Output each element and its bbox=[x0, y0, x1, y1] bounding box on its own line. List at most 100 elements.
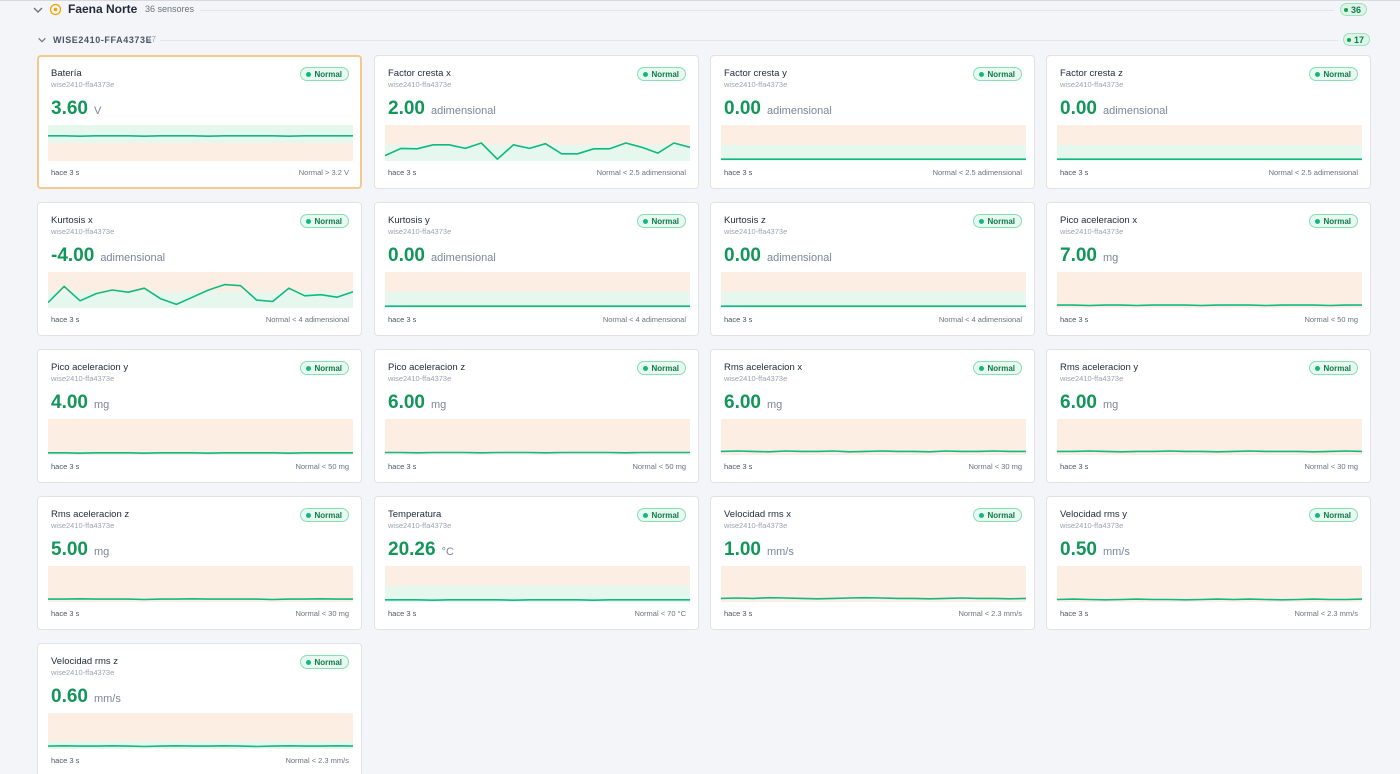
last-update-time: hace 3 s bbox=[1060, 315, 1089, 324]
chevron-down-icon[interactable] bbox=[32, 4, 44, 16]
sensor-card[interactable]: Factor cresta y wise2410-ffa4373e Normal 0.… bbox=[710, 55, 1035, 189]
site-group-header[interactable]: Faena Norte 36 sensores 36 bbox=[0, 1, 1400, 19]
sensor-card[interactable]: Kurtosis x wise2410-ffa4373e Normal -4.00 ad… bbox=[37, 202, 362, 336]
sensor-card[interactable]: Rms aceleracion x wise2410-ffa4373e Normal… bbox=[710, 349, 1035, 483]
sensor-device-id: wise2410-ffa4373e bbox=[388, 521, 452, 530]
sensor-unit: mg bbox=[1102, 252, 1119, 264]
sensor-reading: 6.00 mg bbox=[1060, 392, 1118, 414]
trend-line bbox=[48, 283, 353, 306]
status-dot-icon bbox=[1315, 218, 1321, 224]
status-label: Normal bbox=[651, 510, 679, 520]
sensor-value: 0.00 bbox=[1060, 98, 1097, 119]
last-update-time: hace 3 s bbox=[51, 756, 80, 765]
threshold-label: Normal < 70 °C bbox=[634, 609, 686, 618]
status-badge: Normal bbox=[637, 67, 686, 81]
last-update-time: hace 3 s bbox=[724, 315, 753, 324]
sensor-unit: mg bbox=[766, 399, 783, 411]
trend-sparkline bbox=[721, 566, 1026, 602]
sensor-card[interactable]: Kurtosis z wise2410-ffa4373e Normal 0.00 adi… bbox=[710, 202, 1035, 336]
sensor-value: 0.50 bbox=[1060, 539, 1097, 560]
sensor-card[interactable]: Velocidad rms z wise2410-ffa4373e Normal 0.… bbox=[37, 643, 362, 774]
status-badge: Normal bbox=[637, 214, 686, 228]
sensor-name: Pico aceleracion y bbox=[51, 362, 129, 373]
trend-line bbox=[385, 142, 690, 161]
sensor-card[interactable]: Factor cresta x wise2410-ffa4373e Normal 2.… bbox=[374, 55, 699, 189]
threshold-label: Normal < 2.3 mm/s bbox=[958, 609, 1022, 618]
sensor-device-id: wise2410-ffa4373e bbox=[388, 374, 452, 383]
sensor-card[interactable]: Pico aceleracion x wise2410-ffa4373e Norma… bbox=[1046, 202, 1371, 336]
trend-sparkline bbox=[48, 125, 353, 161]
sensor-device-id: wise2410-ffa4373e bbox=[1060, 374, 1124, 383]
sensor-reading: 3.60 V bbox=[51, 98, 101, 120]
status-dot-icon bbox=[979, 71, 985, 77]
sensor-value: 0.60 bbox=[51, 686, 88, 707]
sensor-name: Kurtosis z bbox=[724, 215, 766, 226]
sensor-reading: 0.50 mm/s bbox=[1060, 539, 1130, 561]
status-label: Normal bbox=[987, 69, 1015, 79]
status-dot-icon bbox=[1315, 512, 1321, 518]
sensor-unit: °C bbox=[441, 546, 454, 558]
status-badge: Normal bbox=[973, 361, 1022, 375]
trend-line bbox=[721, 450, 1026, 453]
warning-range-band bbox=[385, 419, 690, 455]
status-label: Normal bbox=[651, 69, 679, 79]
sensor-card[interactable]: Pico aceleracion z wise2410-ffa4373e Norma… bbox=[374, 349, 699, 483]
sensor-name: Velocidad rms z bbox=[51, 656, 119, 667]
status-badge: Normal bbox=[1309, 508, 1358, 522]
sensor-card[interactable]: Kurtosis y wise2410-ffa4373e Normal 0.00 adi… bbox=[374, 202, 699, 336]
sensor-card[interactable]: Rms aceleracion y wise2410-ffa4373e Normal… bbox=[1046, 349, 1371, 483]
sensor-name: Factor cresta z bbox=[1060, 68, 1123, 79]
last-update-time: hace 3 s bbox=[388, 315, 417, 324]
status-badge: Normal bbox=[1309, 214, 1358, 228]
sensor-value: 6.00 bbox=[388, 392, 425, 413]
sensor-card[interactable]: Temperatura wise2410-ffa4373e Normal 20.26 °… bbox=[374, 496, 699, 630]
threshold-label: Normal < 2.5 adimensional bbox=[932, 168, 1022, 177]
sensor-name: Velocidad rms x bbox=[724, 509, 792, 520]
status-dot-icon bbox=[306, 659, 312, 665]
status-badge: Normal bbox=[1309, 67, 1358, 81]
status-label: Normal bbox=[1323, 69, 1351, 79]
sensor-card[interactable]: Rms aceleracion z wise2410-ffa4373e Normal… bbox=[37, 496, 362, 630]
status-badge: Normal bbox=[973, 67, 1022, 81]
sensor-card[interactable]: Velocidad rms y wise2410-ffa4373e Normal 0.… bbox=[1046, 496, 1371, 630]
chevron-down-icon[interactable] bbox=[37, 35, 47, 45]
trend-sparkline bbox=[1057, 125, 1362, 161]
warning-range-band bbox=[1057, 566, 1362, 602]
top-divider bbox=[0, 0, 1400, 1]
sensor-unit: adimensional bbox=[100, 252, 166, 264]
last-update-time: hace 3 s bbox=[1060, 168, 1089, 177]
sensor-reading: 0.00 adimensional bbox=[724, 98, 832, 120]
status-label: Normal bbox=[987, 216, 1015, 226]
sensor-reading: 7.00 mg bbox=[1060, 245, 1118, 267]
sensor-device-id: wise2410-ffa4373e bbox=[724, 374, 788, 383]
status-badge: Normal bbox=[300, 214, 349, 228]
trend-sparkline bbox=[385, 566, 690, 602]
warning-range-band bbox=[721, 566, 1026, 602]
sensor-unit: adimensional bbox=[430, 252, 496, 264]
sensor-value: 6.00 bbox=[1060, 392, 1097, 413]
sensor-unit: adimensional bbox=[430, 105, 496, 117]
last-update-time: hace 3 s bbox=[51, 462, 80, 471]
device-group-header[interactable]: WISE2410-FFA4373E 17 17 bbox=[0, 32, 1400, 48]
trend-sparkline bbox=[48, 566, 353, 602]
sensor-card[interactable]: Pico aceleracion y wise2410-ffa4373e Norma… bbox=[37, 349, 362, 483]
sensor-device-id: wise2410-ffa4373e bbox=[51, 374, 115, 383]
threshold-label: Normal < 2.3 mm/s bbox=[285, 756, 349, 765]
sensor-value: 2.00 bbox=[388, 98, 425, 119]
sensor-device-id: wise2410-ffa4373e bbox=[51, 227, 115, 236]
status-label: Normal bbox=[651, 363, 679, 373]
sensor-unit: mg bbox=[430, 399, 447, 411]
sensor-name: Kurtosis x bbox=[51, 215, 93, 226]
threshold-label: Normal < 2.5 adimensional bbox=[1268, 168, 1358, 177]
sensor-reading: 4.00 mg bbox=[51, 392, 109, 414]
status-label: Normal bbox=[314, 657, 342, 667]
status-dot-icon bbox=[643, 71, 649, 77]
sensor-unit: adimensional bbox=[1102, 105, 1168, 117]
sensor-card[interactable]: Factor cresta z wise2410-ffa4373e Normal 0.… bbox=[1046, 55, 1371, 189]
trend-sparkline bbox=[721, 272, 1026, 308]
sensor-name: Velocidad rms y bbox=[1060, 509, 1128, 520]
device-count-badge: 17 bbox=[1343, 33, 1371, 46]
last-update-time: hace 3 s bbox=[51, 609, 80, 618]
sensor-card[interactable]: Velocidad rms x wise2410-ffa4373e Normal 1.… bbox=[710, 496, 1035, 630]
